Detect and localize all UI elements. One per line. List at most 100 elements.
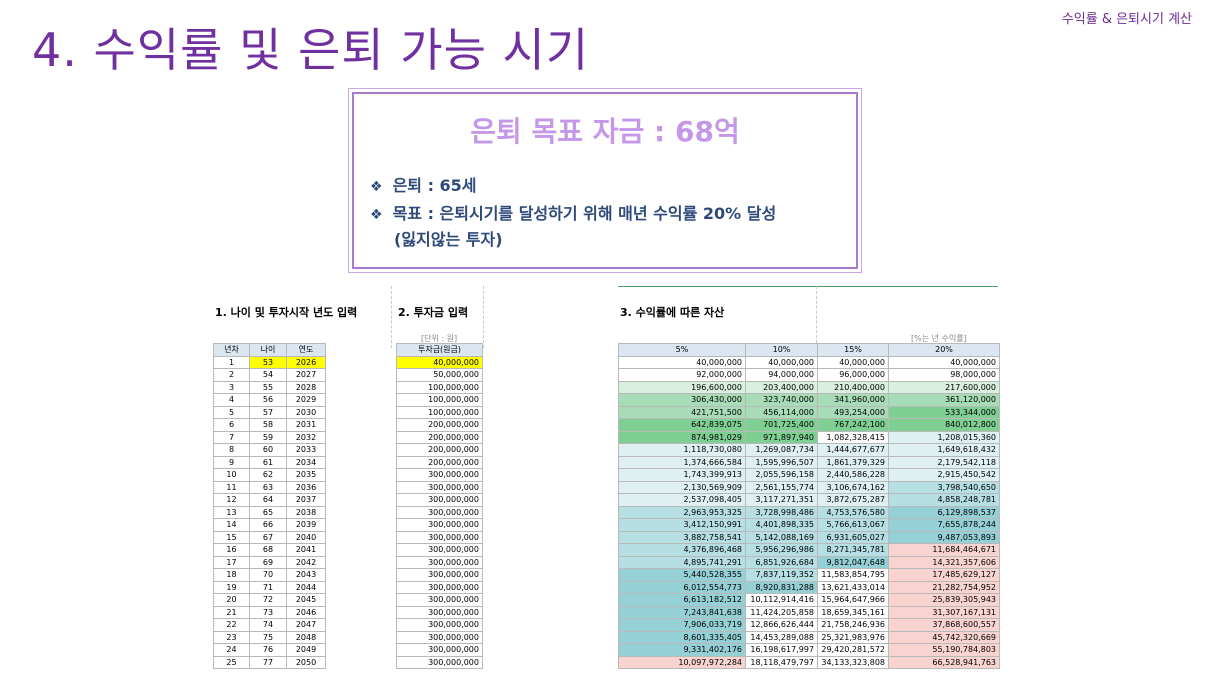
asset-value-cell: 361,120,000 — [888, 393, 1000, 407]
age-cell: 53 — [249, 355, 287, 369]
asset-value-cell: 456,114,000 — [745, 405, 818, 419]
asset-value-cell: 25,321,983,976 — [817, 630, 889, 644]
asset-value-cell: 29,420,281,572 — [817, 643, 889, 657]
goal-target-text: 목표 : 은퇴시기를 달성하기 위해 매년 수익률 20% 달성 — [392, 204, 777, 223]
rate-note: [%는 년 수익률] — [911, 334, 967, 343]
table-row: 50,000,000 — [396, 368, 483, 382]
year-index-cell: 11 — [213, 480, 250, 494]
asset-value-cell: 10,112,914,416 — [745, 593, 818, 607]
column-header: 년차 — [213, 343, 250, 357]
table-row: 300,000,000 — [396, 518, 483, 532]
asset-value-cell: 96,000,000 — [817, 368, 889, 382]
investment-cell: 300,000,000 — [396, 530, 483, 544]
age-cell: 56 — [249, 393, 287, 407]
age-cell: 66 — [249, 518, 287, 532]
asset-value-cell: 5,956,296,986 — [745, 543, 818, 557]
asset-value-cell: 34,133,323,808 — [817, 655, 889, 669]
age-cell: 54 — [249, 368, 287, 382]
investment-cell: 300,000,000 — [396, 493, 483, 507]
table-row: 10 62 2035 — [213, 468, 326, 482]
asset-value-cell: 9,331,402,176 — [618, 643, 746, 657]
asset-value-cell: 98,000,000 — [888, 368, 1000, 382]
year-cell: 2032 — [286, 430, 326, 444]
year-cell: 2048 — [286, 630, 326, 644]
asset-value-cell: 4,858,248,781 — [888, 493, 1000, 507]
year-cell: 2038 — [286, 505, 326, 519]
table-row: 300,000,000 — [396, 480, 483, 494]
asset-value-cell: 4,895,741,291 — [618, 555, 746, 569]
diamond-bullet-icon: ❖ — [370, 179, 383, 195]
year-cell: 2047 — [286, 618, 326, 632]
table-row: 13 65 2038 — [213, 505, 326, 519]
table-row: 642,839,075 701,725,400 767,242,100 840,012… — [618, 418, 1000, 432]
asset-value-cell: 1,861,379,329 — [817, 455, 889, 469]
year-index-cell: 17 — [213, 555, 250, 569]
investment-cell: 40,000,000 — [396, 355, 483, 369]
table-row: 300,000,000 — [396, 580, 483, 594]
table-row: 25 77 2050 — [213, 655, 326, 669]
age-cell: 62 — [249, 468, 287, 482]
investment-cell: 100,000,000 — [396, 393, 483, 407]
table-row: 300,000,000 — [396, 505, 483, 519]
asset-value-cell: 7,655,878,244 — [888, 518, 1000, 532]
year-cell: 2049 — [286, 643, 326, 657]
asset-value-cell: 6,012,554,773 — [618, 580, 746, 594]
asset-value-cell: 8,601,335,405 — [618, 630, 746, 644]
asset-value-cell: 21,282,754,952 — [888, 580, 1000, 594]
table-row: 3,412,150,991 4,401,898,335 5,766,613,067 7… — [618, 518, 1000, 532]
asset-value-cell: 9,487,053,893 — [888, 530, 1000, 544]
investment-cell: 50,000,000 — [396, 368, 483, 382]
table-row: 306,430,000 323,740,000 341,960,000 361,120… — [618, 393, 1000, 407]
asset-value-cell: 18,118,479,797 — [745, 655, 818, 669]
unit-note: [단위 : 원] — [421, 334, 458, 343]
asset-value-cell: 2,561,155,774 — [745, 480, 818, 494]
year-cell: 2033 — [286, 443, 326, 457]
asset-value-cell: 3,106,674,162 — [817, 480, 889, 494]
asset-value-cell: 8,920,831,288 — [745, 580, 818, 594]
asset-value-cell: 323,740,000 — [745, 393, 818, 407]
asset-value-cell: 16,198,617,997 — [745, 643, 818, 657]
asset-value-cell: 11,424,205,858 — [745, 605, 818, 619]
asset-value-cell: 8,271,345,781 — [817, 543, 889, 557]
year-cell: 2043 — [286, 568, 326, 582]
section-investment-input: 2. 투자금 입력 — [398, 306, 469, 319]
table-row: 100,000,000 — [396, 405, 483, 419]
asset-value-cell: 2,537,098,405 — [618, 493, 746, 507]
rate-column-header: 5% — [618, 343, 746, 357]
asset-value-cell: 874,981,029 — [618, 430, 746, 444]
year-index-cell: 19 — [213, 580, 250, 594]
asset-value-cell: 840,012,800 — [888, 418, 1000, 432]
asset-value-cell: 210,400,000 — [817, 380, 889, 394]
year-cell: 2030 — [286, 405, 326, 419]
table-row: 300,000,000 — [396, 555, 483, 569]
asset-value-cell: 7,906,033,719 — [618, 618, 746, 632]
investment-cell: 300,000,000 — [396, 593, 483, 607]
asset-value-cell: 92,000,000 — [618, 368, 746, 382]
table-row: 4 56 2029 — [213, 393, 326, 407]
table-row: 14 66 2039 — [213, 518, 326, 532]
table-row: 12 64 2037 — [213, 493, 326, 507]
table-row: 20 72 2045 — [213, 593, 326, 607]
table-row: 200,000,000 — [396, 443, 483, 457]
investment-cell: 200,000,000 — [396, 455, 483, 469]
age-cell: 59 — [249, 430, 287, 444]
header-subtitle: 수익률 & 은퇴시기 계산 — [1061, 12, 1192, 27]
year-cell: 2037 — [286, 493, 326, 507]
table-row: 196,600,000 203,400,000 210,400,000 217,600… — [618, 380, 1000, 394]
investment-cell: 300,000,000 — [396, 505, 483, 519]
asset-value-cell: 2,440,586,228 — [817, 468, 889, 482]
age-cell: 63 — [249, 480, 287, 494]
asset-value-cell: 1,595,996,507 — [745, 455, 818, 469]
table-row: 2,537,098,405 3,117,271,351 3,872,675,287 4… — [618, 493, 1000, 507]
asset-value-cell: 17,485,629,127 — [888, 568, 1000, 582]
asset-value-cell: 40,000,000 — [888, 355, 1000, 369]
investment-cell: 100,000,000 — [396, 405, 483, 419]
table-row: 7 59 2032 — [213, 430, 326, 444]
year-index-cell: 6 — [213, 418, 250, 432]
table-row: 874,981,029 971,897,940 1,082,328,415 1,208… — [618, 430, 1000, 444]
investment-cell: 300,000,000 — [396, 518, 483, 532]
table-row: 92,000,000 94,000,000 96,000,000 98,000,000 — [618, 368, 1000, 382]
asset-value-cell: 66,528,941,763 — [888, 655, 1000, 669]
age-cell: 75 — [249, 630, 287, 644]
asset-value-cell: 6,129,898,537 — [888, 505, 1000, 519]
